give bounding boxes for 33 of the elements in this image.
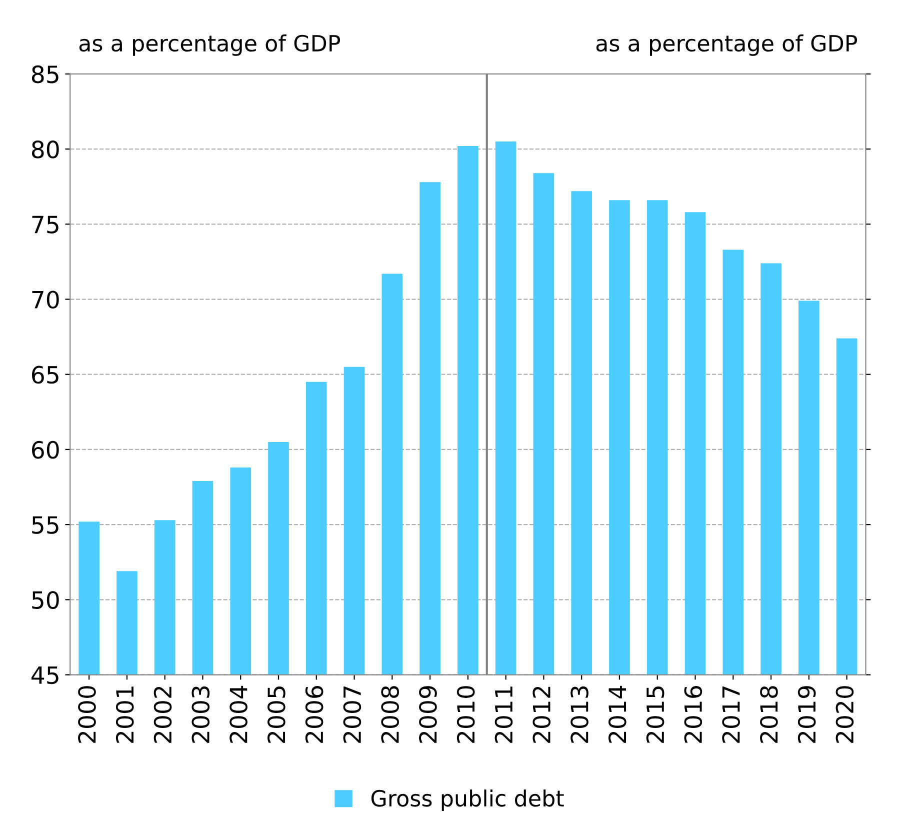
x-tick-label: 2004 [230, 686, 248, 743]
y-tick-label: 70 [32, 290, 59, 309]
x-tick-label: 2008 [381, 686, 400, 743]
y-tick-label: 45 [32, 666, 58, 684]
x-tick-label: 2003 [192, 686, 210, 743]
x-tick-label: 2011 [494, 686, 513, 743]
text: as a percentage of GDP [596, 34, 858, 56]
x-tick-label: 2001 [116, 686, 134, 743]
legend-label: Gross public debt [371, 789, 564, 811]
x-tick-label: 2018 [760, 686, 778, 743]
text: as a percentage of GDP [79, 34, 340, 56]
x-tick-label: 2015 [646, 686, 664, 743]
x-tick-label: 2014 [608, 686, 626, 743]
x-tick-label: 2006 [305, 686, 324, 743]
y-tick-label: 50 [32, 591, 59, 609]
x-tick-label: 2010 [456, 686, 475, 743]
x-tick-label: 2016 [684, 686, 702, 743]
x-tick-label: 2020 [836, 686, 854, 743]
x-tick-label: 2017 [722, 686, 740, 743]
x-tick-label: 2005 [267, 686, 286, 743]
x-tick-label: 2009 [419, 686, 437, 743]
x-tick-label: 2002 [154, 686, 172, 743]
x-tick-label: 2007 [343, 686, 362, 743]
y-tick-label: 55 [32, 516, 58, 534]
x-tick-label: 2000 [78, 686, 96, 743]
x-tick-label: 2013 [570, 686, 588, 743]
x-tick-label: 2012 [532, 686, 551, 743]
y-tick-label: 75 [32, 216, 58, 234]
y-tick-label: 80 [32, 140, 59, 158]
y-tick-label: 60 [32, 440, 59, 459]
y-tick-label: 65 [32, 366, 58, 384]
x-tick-label: 2019 [798, 686, 816, 743]
y-tick-label: 85 [32, 65, 58, 84]
